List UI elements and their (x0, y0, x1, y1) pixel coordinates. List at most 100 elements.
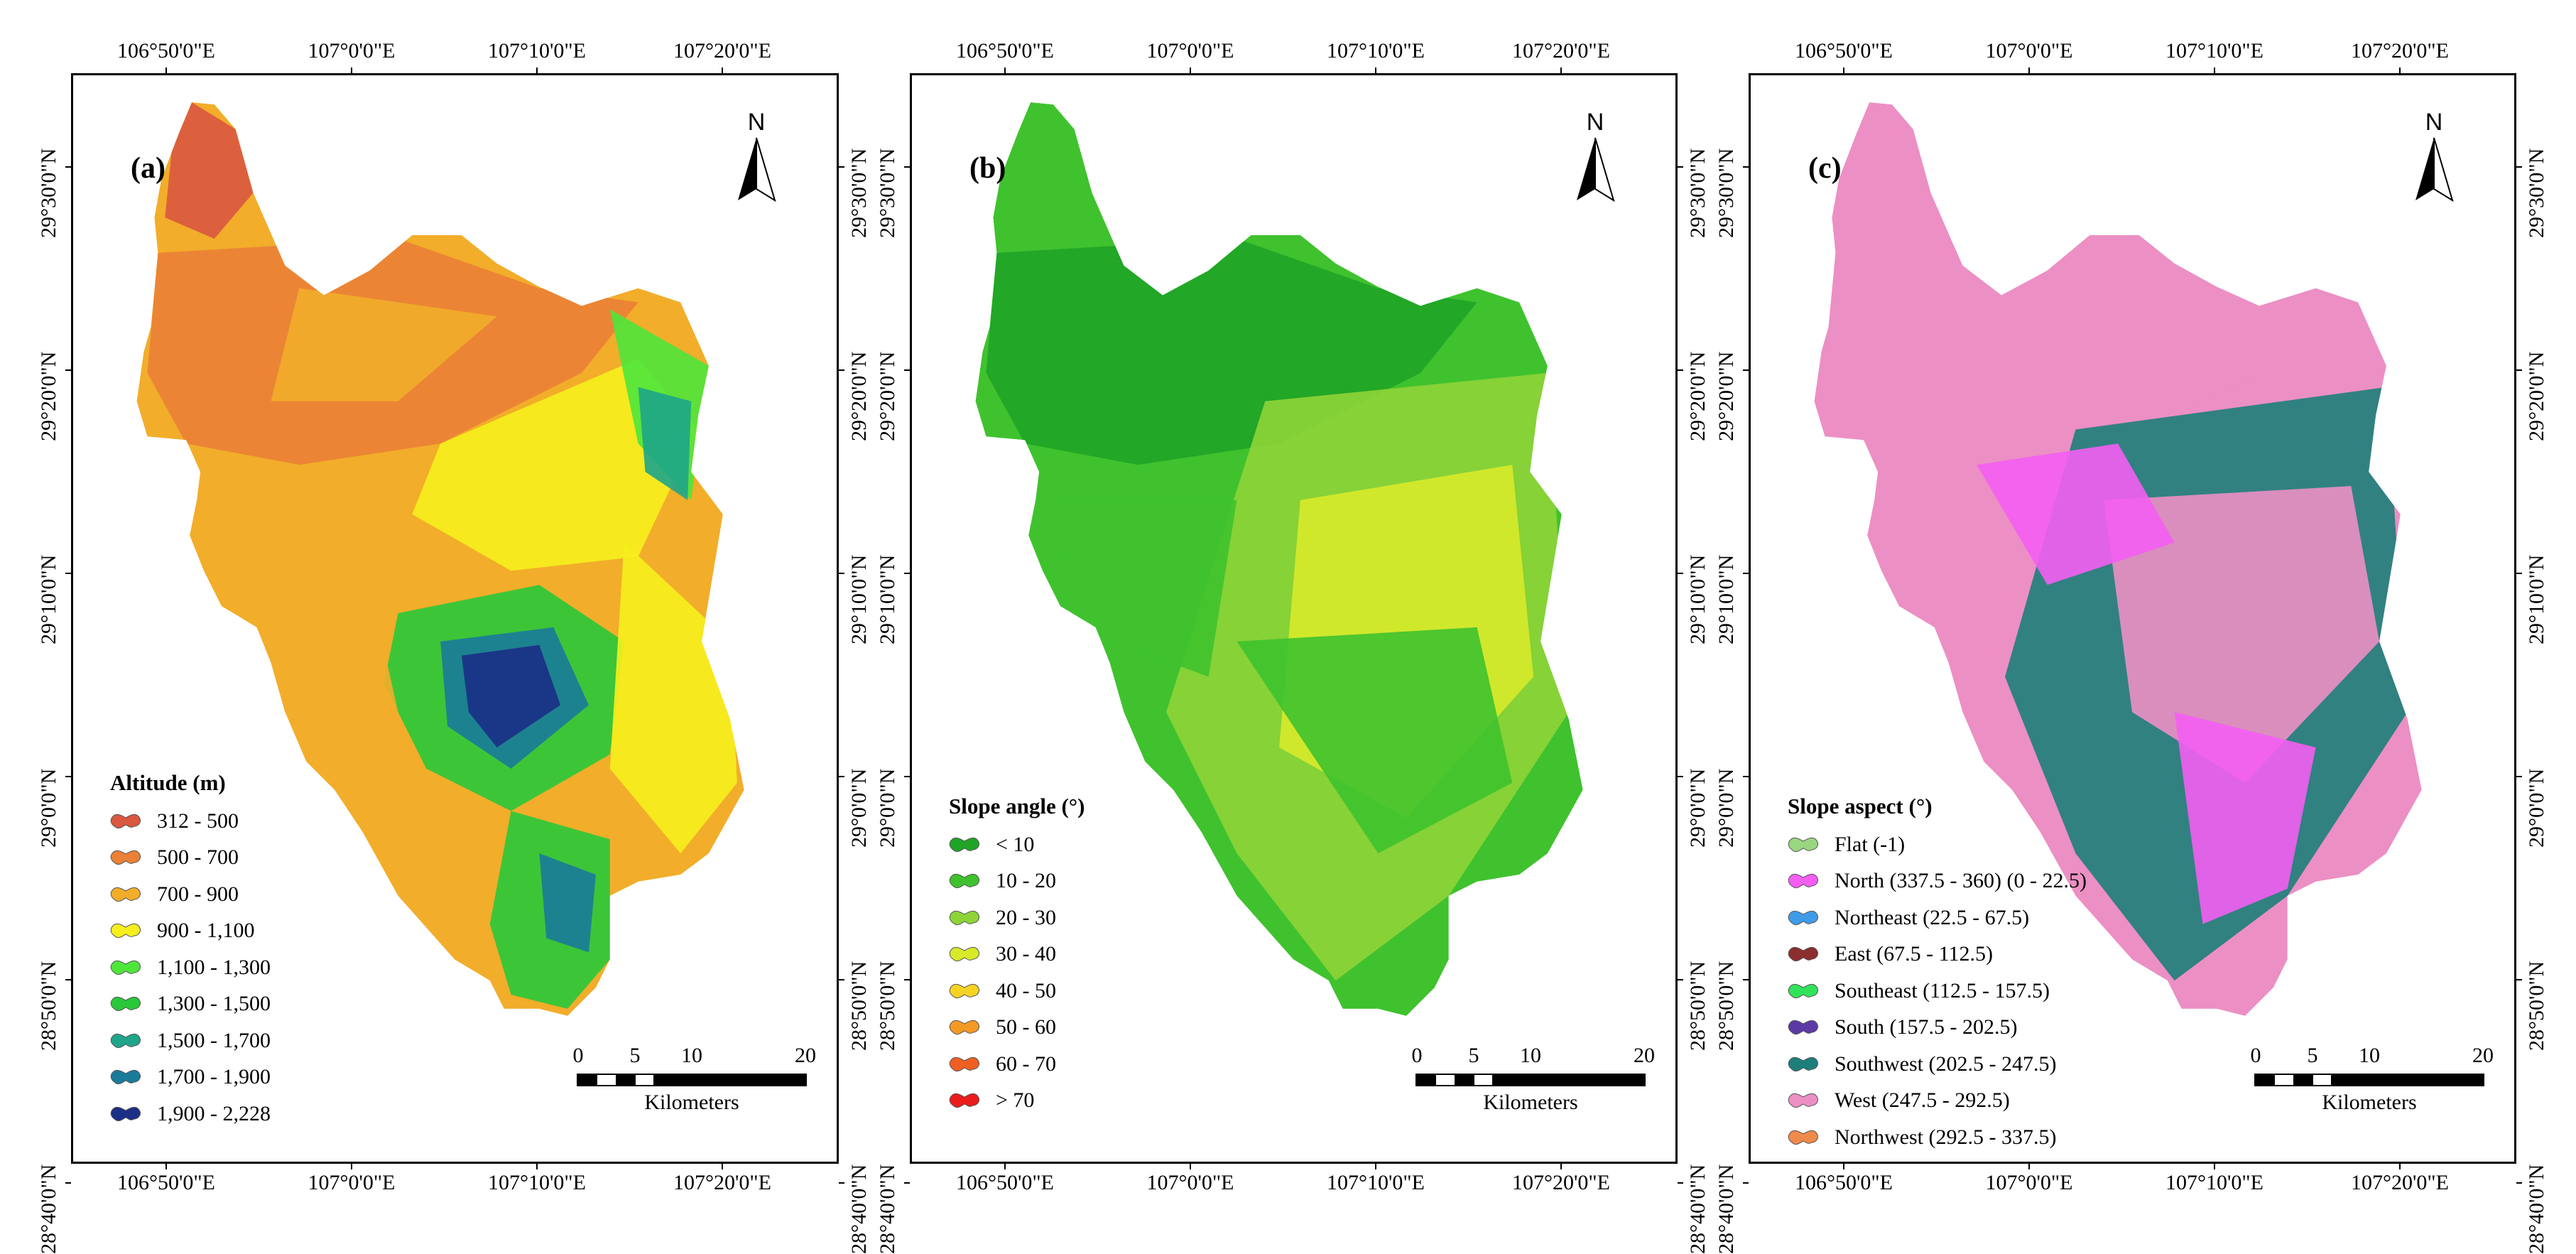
tick-mark (904, 573, 910, 574)
legend-item: Northeast (22.5 - 67.5) (1788, 899, 2087, 936)
scale-tick-label: 20 (1634, 1044, 1655, 1067)
longitude-label-top: 107°10'0"E (1327, 39, 1425, 63)
legend-label: 1,300 - 1,500 (157, 992, 271, 1016)
map-content (1814, 102, 2422, 1016)
legend: Slope aspect (°) Flat (-1) North (337.5 - … (1788, 794, 2087, 1156)
legend-label: 20 - 30 (996, 905, 1056, 929)
tick-mark (65, 776, 71, 777)
legend-item: 1,500 - 1,700 (110, 1022, 271, 1059)
longitude-label-top: 107°10'0"E (2165, 39, 2263, 63)
terrain-region (412, 359, 699, 571)
tick-mark (1375, 67, 1376, 73)
legend-label: East (67.5 - 112.5) (1835, 942, 1994, 966)
legend-swatch (110, 960, 141, 975)
latitude-label-right: 29°30'0"N (2525, 148, 2548, 238)
longitude-label-bottom: 107°10'0"E (488, 1171, 586, 1194)
panel-label: (c) (1808, 152, 1842, 185)
latitude-label-left: 29°20'0"N (876, 351, 899, 441)
legend-item: Flat (-1) (1788, 826, 2087, 863)
legend-swatch-shape (1788, 910, 1818, 925)
tick-mark (1743, 979, 1749, 980)
tick-mark (1678, 1182, 1683, 1184)
tick-mark (1743, 573, 1749, 574)
tick-mark (2214, 67, 2215, 73)
scale-tick-label: 5 (2307, 1044, 2318, 1067)
scale-unit-label: Kilometers (644, 1091, 739, 1114)
legend-swatch (949, 1056, 979, 1071)
latitude-label-left: 28°50'0"N (1714, 961, 1738, 1051)
tick-mark (65, 979, 71, 980)
legend-item: 500 - 700 (110, 840, 271, 877)
scale-tick-label: 10 (1520, 1044, 1541, 1067)
scale-segment (597, 1075, 616, 1085)
legend-swatch (1788, 1056, 1818, 1071)
legend-item: 900 - 1,100 (110, 913, 271, 950)
longitude-label-bottom: 107°0'0"E (1985, 1171, 2073, 1194)
scale-segment (2274, 1075, 2294, 1085)
legend-item: 60 - 70 (949, 1046, 1085, 1083)
scale-tick-label: 20 (2472, 1044, 2494, 1067)
legend-swatch (1788, 947, 1818, 962)
legend-swatch (949, 947, 979, 962)
north-arrow: N (1570, 109, 1620, 205)
tick-mark (2516, 166, 2522, 168)
scale-segment (1417, 1075, 1436, 1085)
tick-mark (2399, 67, 2401, 73)
legend-label: 50 - 60 (996, 1015, 1056, 1039)
tick-mark (722, 67, 723, 73)
north-arrow-left-half (738, 138, 756, 200)
tick-mark (1678, 979, 1683, 980)
longitude-label-top: 106°50'0"E (956, 39, 1054, 63)
legend-swatch-shape (949, 1056, 979, 1071)
tick-mark (1190, 67, 1191, 73)
tick-mark (839, 573, 844, 574)
terrain-region (461, 644, 561, 747)
tick-mark (1743, 1182, 1749, 1184)
legend-item: West (247.5 - 292.5) (1788, 1083, 2087, 1120)
scale-segment (1455, 1075, 1474, 1085)
legend-swatch-shape (1788, 874, 1818, 889)
scale-unit-label: Kilometers (2322, 1091, 2417, 1114)
longitude-label-bottom: 107°10'0"E (2165, 1171, 2263, 1194)
north-arrow-icon (1577, 137, 1615, 202)
tick-mark (2214, 1164, 2215, 1169)
legend-swatch (949, 1020, 979, 1035)
tick-mark (2028, 1164, 2030, 1169)
scale-tick-label: 0 (1411, 1044, 1423, 1067)
legend-swatch-shape (110, 814, 141, 828)
tick-mark (65, 573, 71, 574)
longitude-label-top: 107°0'0"E (308, 39, 396, 63)
tick-mark (2516, 979, 2522, 980)
scale-tick-label: 10 (2359, 1044, 2380, 1067)
legend-item: 700 - 900 (110, 876, 271, 913)
tick-mark (904, 1182, 910, 1184)
latitude-label-left: 29°30'0"N (876, 148, 899, 238)
north-arrow-icon (2415, 137, 2454, 202)
longitude-label-top: 107°20'0"E (2351, 39, 2449, 63)
longitude-label-top: 107°0'0"E (1985, 39, 2073, 63)
legend-item: 1,700 - 1,900 (110, 1059, 271, 1096)
tick-mark (1678, 776, 1683, 777)
scale-bar-graphic (1415, 1074, 1646, 1086)
tick-mark (839, 166, 844, 168)
legend-swatch (949, 983, 979, 998)
longitude-label-top: 106°50'0"E (117, 39, 215, 63)
legend-item: Southwest (202.5 - 247.5) (1788, 1046, 2087, 1083)
legend-swatch (1788, 1093, 1818, 1108)
north-label: N (2425, 109, 2443, 136)
tick-mark (2516, 776, 2522, 777)
tick-mark (1004, 67, 1006, 73)
legend-item: > 70 (949, 1083, 1085, 1120)
legend-label: 30 - 40 (996, 942, 1056, 966)
scale-tick-label: 5 (629, 1044, 641, 1067)
north-arrow-right-half (1594, 137, 1615, 202)
legend-swatch-shape (110, 960, 141, 975)
tick-mark (1375, 1164, 1376, 1169)
north-arrow: N (732, 109, 781, 205)
scale-segment (2256, 1075, 2275, 1085)
legend-label: Flat (-1) (1835, 832, 1906, 856)
legend-swatch-shape (110, 850, 141, 865)
latitude-label-left: 29°10'0"N (1714, 554, 1738, 644)
longitude-label-bottom: 107°20'0"E (2351, 1171, 2449, 1194)
tick-mark (1560, 1164, 1562, 1169)
